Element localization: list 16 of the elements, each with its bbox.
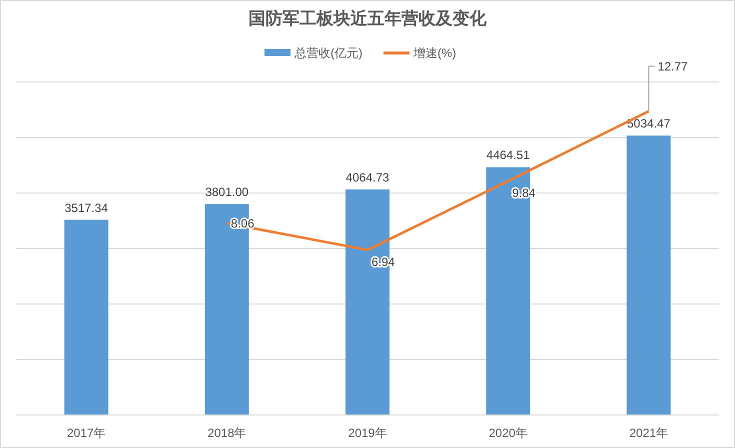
data-label: 4064.73 bbox=[346, 170, 390, 184]
x-tick-label: 2021年 bbox=[629, 426, 668, 440]
x-tick-label: 2019年 bbox=[348, 426, 387, 440]
bar bbox=[626, 136, 671, 415]
data-label: 5034.47 bbox=[627, 116, 671, 131]
legend-label: 总营收(亿元) bbox=[294, 46, 362, 60]
bar bbox=[64, 220, 108, 415]
data-label: 4464.51 bbox=[486, 148, 530, 162]
data-label: 12.77 bbox=[658, 59, 688, 74]
x-tick-label: 2020年 bbox=[488, 426, 528, 440]
chart-title: 国防军工板块近五年营收及变化 bbox=[248, 9, 488, 28]
legend-label: 增速(%) bbox=[412, 46, 456, 60]
x-tick-label: 2018年 bbox=[208, 426, 246, 440]
data-label: 3517.34 bbox=[64, 200, 108, 215]
x-tick-label: 2017年 bbox=[66, 426, 106, 440]
data-label: 3801.00 bbox=[205, 185, 249, 200]
